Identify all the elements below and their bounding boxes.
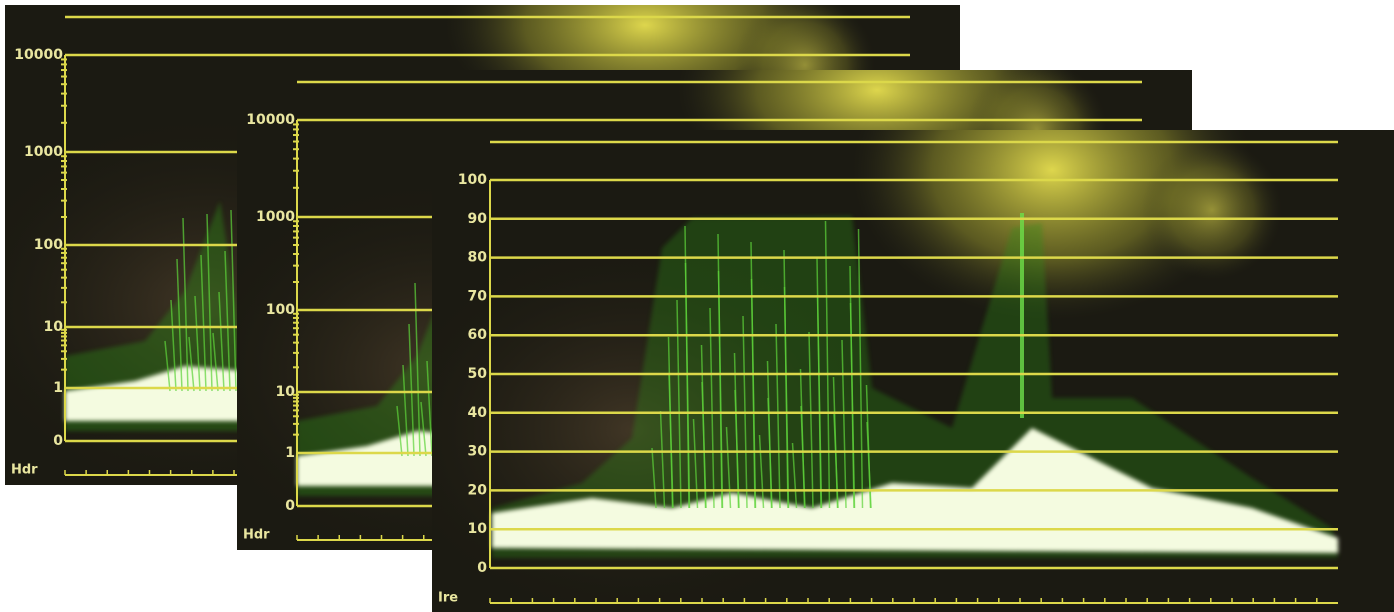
scale-label: 20 [468,482,488,498]
scale-label: 60 [468,327,488,343]
scale-label: 10000 [14,47,63,63]
scale-label: 1 [53,380,63,396]
scale-label: 0 [53,433,63,449]
scale-label: 1000 [256,209,295,225]
scale-label: 70 [468,288,488,304]
scale-label: 30 [468,444,488,460]
scale-label: 1000 [24,144,63,160]
waveform-screens: 1000010001001010Hdr1000010001001010Hdr10… [0,0,1394,612]
scale-label: 10 [276,384,296,400]
scale-label: 40 [468,405,488,421]
scale-label: 100 [34,237,63,253]
unit-label: Hdr [243,528,270,543]
scale-label: 0 [477,560,487,576]
scale-label: 80 [468,250,488,266]
scale-label: 100 [458,172,487,188]
scale-label: 10 [44,319,64,335]
background-highlight [1142,140,1282,280]
scale-label: 100 [266,302,295,318]
unit-label: Ire [438,591,458,606]
scale-label: 1 [285,445,295,461]
unit-label: Hdr [11,463,38,478]
scale-label: 50 [468,366,488,382]
scale-label: 10000 [246,112,295,128]
scale-label: 10 [468,521,488,537]
scale-label: 0 [285,498,295,514]
scale-label: 90 [468,211,488,227]
